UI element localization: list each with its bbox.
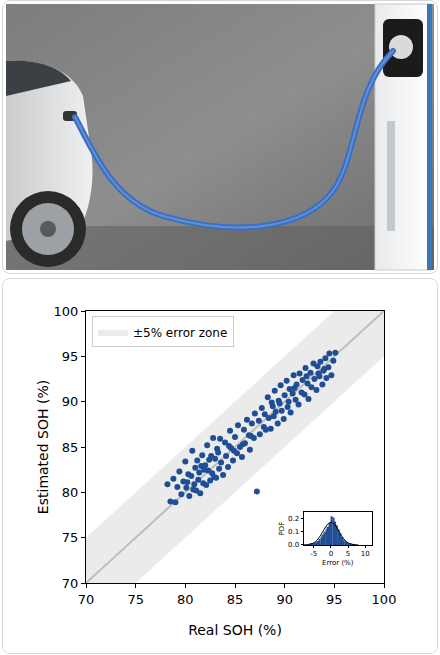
svg-text:Error (%): Error (%) <box>322 559 354 567</box>
svg-text:70: 70 <box>78 592 95 607</box>
svg-text:10: 10 <box>361 550 370 558</box>
svg-text:75: 75 <box>62 530 79 545</box>
svg-text:100: 100 <box>372 592 397 607</box>
svg-text:PDF: PDF <box>278 522 286 536</box>
svg-text:100: 100 <box>54 304 79 319</box>
svg-text:80: 80 <box>62 485 79 500</box>
svg-text:0: 0 <box>329 550 333 558</box>
svg-text:Estimated SOH (%): Estimated SOH (%) <box>35 380 51 514</box>
svg-text:5: 5 <box>346 550 350 558</box>
svg-text:75: 75 <box>127 592 144 607</box>
svg-text:Real SOH (%): Real SOH (%) <box>188 622 282 638</box>
svg-text:80: 80 <box>177 592 194 607</box>
svg-text:70: 70 <box>62 576 79 591</box>
svg-text:0.1: 0.1 <box>288 528 299 536</box>
svg-text:90: 90 <box>62 394 79 409</box>
svg-text:±5% error zone: ±5% error zone <box>133 326 227 340</box>
svg-text:95: 95 <box>62 349 79 364</box>
svg-text:85: 85 <box>62 440 79 455</box>
svg-text:95: 95 <box>326 592 343 607</box>
svg-text:0.2: 0.2 <box>288 515 299 523</box>
svg-text:90: 90 <box>276 592 293 607</box>
svg-text:85: 85 <box>227 592 244 607</box>
svg-text:-5: -5 <box>310 550 317 558</box>
svg-text:0.0: 0.0 <box>288 541 299 549</box>
